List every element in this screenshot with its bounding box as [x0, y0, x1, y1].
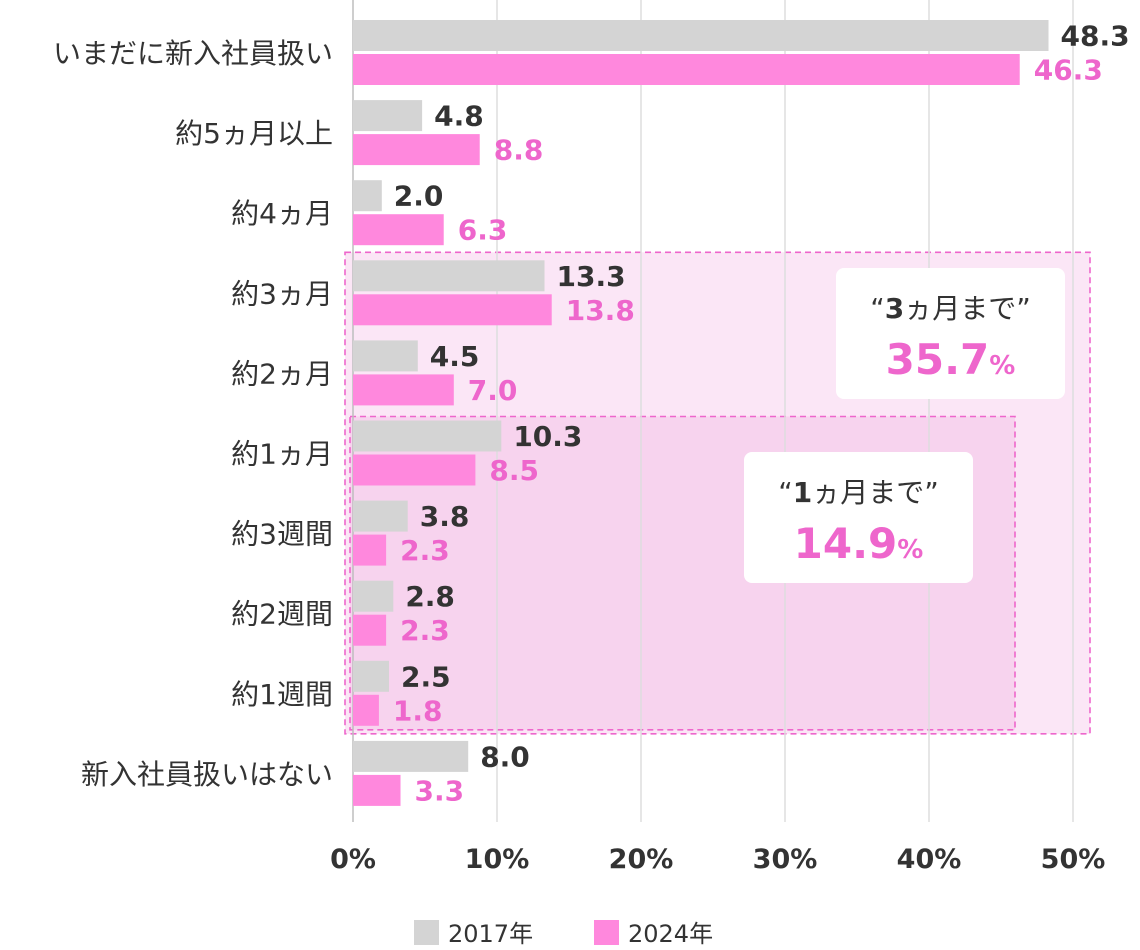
- value-label: 10.3: [513, 420, 582, 453]
- value-label: 3.8: [420, 500, 470, 533]
- category-label: 約3週間: [231, 518, 333, 551]
- gridlines: [352, 0, 1074, 822]
- value-label: 4.8: [434, 100, 484, 133]
- bar-b: [353, 214, 444, 246]
- value-label: 8.0: [480, 740, 530, 773]
- category-label: 約1週間: [231, 678, 333, 711]
- value-label: 3.3: [415, 774, 465, 807]
- callouts: “3ヵ月まで”35.7%“1ヵ月まで”14.9%: [744, 268, 1065, 583]
- value-label: 48.3: [1061, 20, 1130, 53]
- value-label: 2.8: [405, 580, 455, 613]
- x-tick-label: 20%: [609, 844, 674, 875]
- x-tick-label: 30%: [753, 844, 818, 875]
- x-tick-label: 40%: [897, 844, 962, 875]
- callout-value-unit: %: [989, 351, 1015, 381]
- bar-b: [353, 774, 401, 806]
- legend: 2017年 2024年: [414, 920, 713, 948]
- callout-caption-open: “: [870, 292, 885, 325]
- callout-value-unit: %: [897, 535, 923, 565]
- legend-entry: 2017年: [414, 920, 533, 948]
- x-tick-label: 50%: [1041, 844, 1106, 875]
- value-label: 13.3: [557, 260, 626, 293]
- category-labels: いまだに新入社員扱い約5ヵ月以上約4ヵ月約3ヵ月約2ヵ月約1ヵ月約3週間約2週間…: [53, 37, 333, 791]
- legend-label: 2017年: [448, 920, 533, 948]
- callout-value-number: 35.7: [886, 335, 990, 384]
- bar-b: [353, 694, 379, 726]
- callout-box: [744, 452, 973, 583]
- value-label: 2.0: [394, 180, 444, 213]
- x-tick-label: 0%: [330, 844, 376, 875]
- value-label: 2.3: [400, 534, 450, 567]
- category-label: 約3ヵ月: [231, 277, 333, 310]
- value-label: 2.3: [400, 614, 450, 647]
- callout-caption-rest: ヵ月まで”: [904, 292, 1031, 325]
- callout-caption: “3ヵ月まで”: [870, 292, 1031, 325]
- callout-caption-num: 1: [793, 476, 812, 509]
- callout-caption-num: 3: [885, 292, 904, 325]
- bar-b: [353, 54, 1020, 85]
- legend-swatch: [414, 920, 439, 945]
- legend-entry: 2024年: [594, 920, 713, 948]
- bar-a: [353, 260, 545, 292]
- x-axis-ticks: 0% 10% 20% 30% 40% 50%: [330, 844, 1105, 875]
- category-label: 約5ヵ月以上: [175, 117, 333, 150]
- bar-a: [353, 500, 408, 532]
- value-labels: 48.346.34.88.82.06.313.313.84.57.010.38.…: [393, 20, 1130, 808]
- bar-a: [353, 340, 418, 372]
- callout-value: 14.9%: [794, 519, 924, 568]
- bars: [353, 20, 1049, 806]
- bar-a: [353, 580, 394, 612]
- legend-label: 2024年: [628, 920, 713, 948]
- bar-b: [353, 534, 387, 566]
- callout-caption-rest: ヵ月まで”: [812, 476, 939, 509]
- bar-b: [353, 614, 387, 646]
- bar-a: [353, 740, 469, 772]
- value-label: 7.0: [468, 374, 518, 407]
- category-label: 約4ヵ月: [231, 197, 333, 230]
- bar-a: [353, 100, 423, 132]
- value-label: 1.8: [393, 694, 443, 727]
- x-tick-label: 10%: [465, 844, 530, 875]
- callout-box: [836, 268, 1065, 399]
- bar-a: [353, 660, 389, 692]
- callout-2: “1ヵ月まで” 14.9%: [744, 452, 973, 583]
- callout-caption: “1ヵ月まで”: [778, 476, 939, 509]
- value-label: 46.3: [1034, 54, 1103, 87]
- category-label: 約2週間: [231, 598, 333, 631]
- value-label: 13.8: [566, 294, 635, 327]
- value-label: 6.3: [458, 214, 508, 247]
- bar-a: [353, 180, 382, 212]
- category-label: 約1ヵ月: [231, 438, 333, 471]
- value-label: 2.5: [401, 660, 451, 693]
- callout-1: “3ヵ月まで” 35.7%: [836, 268, 1065, 399]
- value-label: 8.8: [494, 134, 544, 167]
- category-label: 約2ヵ月: [231, 357, 333, 390]
- callout-value-number: 14.9: [794, 519, 898, 568]
- callout-caption-open: “: [778, 476, 793, 509]
- category-label: いまだに新入社員扱い: [53, 37, 333, 70]
- value-label: 8.5: [489, 454, 539, 487]
- bar-b: [353, 294, 552, 326]
- legend-swatch: [594, 920, 619, 945]
- bar-b: [353, 374, 454, 406]
- bar-a: [353, 20, 1049, 51]
- callout-value: 35.7%: [886, 335, 1016, 384]
- bar-b: [353, 134, 480, 166]
- bar-a: [353, 420, 502, 452]
- category-label: 新入社員扱いはない: [81, 758, 333, 791]
- value-label: 4.5: [430, 340, 480, 373]
- bar-b: [353, 454, 476, 486]
